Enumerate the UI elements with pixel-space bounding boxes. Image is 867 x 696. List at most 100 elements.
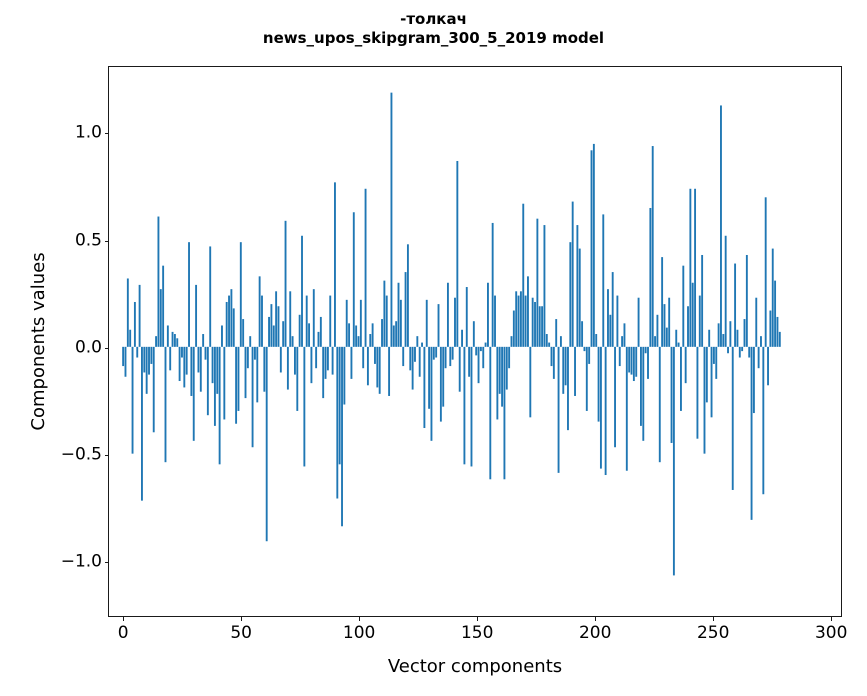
bar xyxy=(517,295,520,347)
bar xyxy=(275,291,278,347)
bar xyxy=(658,346,661,463)
bar xyxy=(404,272,407,347)
bar xyxy=(680,346,682,411)
bar xyxy=(326,346,329,371)
bar xyxy=(574,346,576,396)
x-tick-mark xyxy=(831,616,833,621)
bar xyxy=(616,295,619,347)
bar xyxy=(155,336,158,347)
bar xyxy=(409,346,412,371)
bar xyxy=(148,346,150,375)
bar xyxy=(310,346,313,384)
bar xyxy=(442,346,445,407)
bar xyxy=(494,295,496,347)
bar xyxy=(362,346,365,369)
bar xyxy=(152,346,155,433)
bar xyxy=(213,346,216,426)
bar xyxy=(312,289,315,347)
bar xyxy=(308,323,311,347)
bar xyxy=(122,346,125,367)
bar xyxy=(771,248,774,347)
bar xyxy=(644,346,647,354)
bar xyxy=(357,336,360,347)
bar xyxy=(369,334,372,347)
bar xyxy=(237,346,240,411)
bar xyxy=(376,346,379,388)
bar xyxy=(390,92,393,347)
bar xyxy=(505,346,508,390)
bar xyxy=(124,346,127,377)
x-tick-label: 50 xyxy=(230,623,252,643)
bar xyxy=(571,201,574,347)
bar xyxy=(562,346,565,394)
bar xyxy=(675,329,678,347)
bar xyxy=(145,346,148,394)
bar xyxy=(279,346,282,373)
bar xyxy=(414,346,416,362)
bar xyxy=(446,282,449,347)
bar xyxy=(221,325,223,347)
bar xyxy=(630,346,633,375)
bar xyxy=(359,299,362,347)
bar xyxy=(696,346,699,439)
bar xyxy=(451,346,454,360)
bar xyxy=(623,323,626,347)
bar xyxy=(503,346,506,480)
bar xyxy=(487,282,489,347)
bar xyxy=(385,295,388,347)
bar xyxy=(731,346,734,490)
bar xyxy=(632,346,635,382)
bar xyxy=(173,334,176,347)
y-tick-mark xyxy=(104,133,109,135)
bar xyxy=(778,331,781,347)
bar xyxy=(625,346,628,471)
bar xyxy=(743,319,746,347)
y-tick-label: 0.5 xyxy=(74,230,102,251)
bar xyxy=(253,346,256,360)
bar xyxy=(341,346,343,527)
bar xyxy=(767,346,769,386)
plot-axes: −1.0 −0.5 0.0 0.5 1.0 0 50 100 150 200 250 300 xyxy=(61,66,847,642)
bar xyxy=(741,346,744,352)
bar xyxy=(647,346,649,379)
bar xyxy=(694,188,697,347)
bar xyxy=(272,325,275,347)
bar xyxy=(169,346,172,371)
bar xyxy=(388,346,391,396)
bar xyxy=(545,334,548,347)
bar xyxy=(524,295,527,347)
bar xyxy=(383,280,386,347)
bar xyxy=(355,325,358,347)
bar xyxy=(578,248,581,347)
bar xyxy=(541,306,544,347)
bar xyxy=(512,310,515,347)
bar xyxy=(498,346,501,394)
bar xyxy=(138,284,141,347)
bar xyxy=(202,334,205,347)
bar xyxy=(729,321,732,347)
bar xyxy=(463,346,466,465)
bar xyxy=(399,299,402,347)
bar xyxy=(621,336,624,347)
y-tick-label: 1.0 xyxy=(74,122,102,143)
bar xyxy=(402,346,405,367)
bar xyxy=(216,346,219,394)
bar xyxy=(249,336,252,347)
x-tick-mark xyxy=(477,616,479,621)
bar xyxy=(588,346,591,364)
bar xyxy=(192,346,195,441)
bar xyxy=(133,301,136,347)
bar xyxy=(557,346,560,473)
bar xyxy=(583,346,586,352)
bar xyxy=(654,336,657,347)
bar xyxy=(724,235,727,347)
bar xyxy=(343,346,346,405)
bar xyxy=(717,323,720,347)
bar xyxy=(776,316,779,347)
y-axis-label: Components values xyxy=(28,252,49,431)
y-tick-label: −0.5 xyxy=(60,444,102,465)
bar xyxy=(199,346,202,392)
bar xyxy=(637,297,640,347)
bar xyxy=(159,289,162,347)
bar xyxy=(710,346,713,418)
